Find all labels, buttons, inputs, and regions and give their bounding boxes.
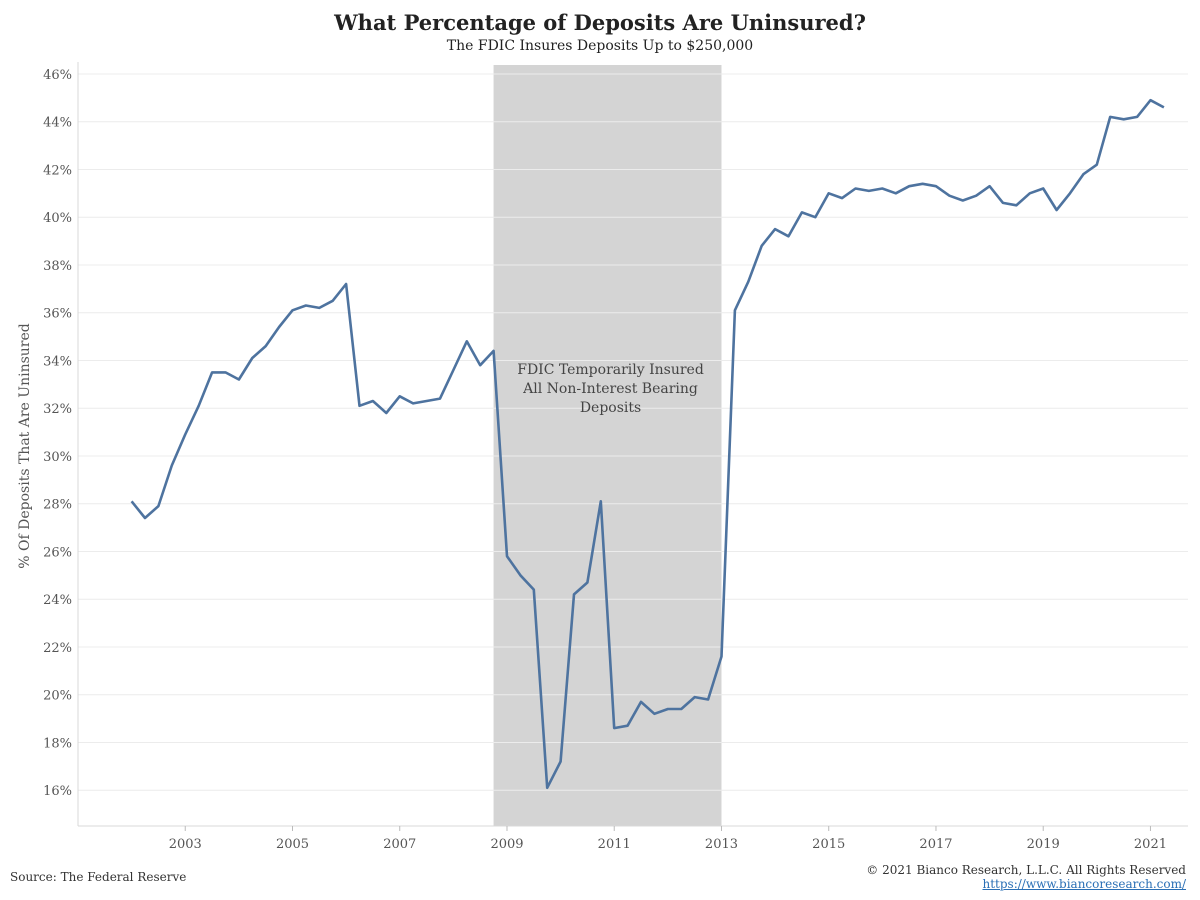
data-line xyxy=(130,98,1165,790)
y-tick-label: 20% xyxy=(43,689,72,704)
y-tick-label: 44% xyxy=(43,116,72,131)
y-tick-label: 28% xyxy=(43,498,72,513)
shaded-region-label: All Non-Interest Bearing xyxy=(522,381,698,397)
series-layer xyxy=(130,98,1165,790)
gridlines xyxy=(78,73,1188,791)
y-tick-label: 22% xyxy=(43,641,72,656)
y-axis-label: % Of Deposits That Are Uninsured xyxy=(17,323,33,568)
website-link[interactable]: https://www.biancoresearch.com/ xyxy=(982,877,1186,891)
shaded-region-label: Deposits xyxy=(580,400,641,416)
y-tick-label: 40% xyxy=(43,211,72,226)
y-tick-label: 46% xyxy=(43,68,72,83)
source-note: Source: The Federal Reserve xyxy=(10,870,187,884)
x-tick-label: 2013 xyxy=(705,837,738,852)
copyright-note: © 2021 Bianco Research, L.L.C. All Right… xyxy=(866,863,1186,877)
annotation-layer: FDIC Temporarily Insured All Non-Interest… xyxy=(517,362,704,416)
x-tick-label: 2007 xyxy=(383,837,416,852)
y-tick-label: 26% xyxy=(43,545,72,560)
shaded-region-layer xyxy=(493,65,722,826)
x-tick-label: 2017 xyxy=(919,837,952,852)
y-tick-label: 24% xyxy=(43,593,72,608)
y-tick-label: 36% xyxy=(43,307,72,322)
shaded-region xyxy=(493,65,722,826)
x-tick-label: 2003 xyxy=(169,837,202,852)
x-tick-label: 2009 xyxy=(490,837,523,852)
y-tick-label: 18% xyxy=(43,736,72,751)
x-tick-label: 2021 xyxy=(1134,837,1167,852)
axes: 16% 18% 20% 22% 24% 26% 28% 30% 32% 34% 36% 38% 40% 4… xyxy=(43,62,1188,852)
y-tick-label: 38% xyxy=(43,259,72,274)
y-tick-label: 42% xyxy=(43,163,72,178)
y-tick-label: 16% xyxy=(43,784,72,799)
x-tick-label: 2011 xyxy=(598,837,631,852)
x-tick-label: 2005 xyxy=(276,837,309,852)
chart-title: What Percentage of Deposits Are Uninsure… xyxy=(334,10,866,35)
chart-subtitle: The FDIC Insures Deposits Up to $250,000 xyxy=(446,38,754,54)
y-tick-label: 32% xyxy=(43,402,72,417)
shaded-region-label: FDIC Temporarily Insured xyxy=(517,362,704,378)
x-tick-label: 2019 xyxy=(1027,837,1060,852)
x-tick-label: 2015 xyxy=(812,837,845,852)
y-tick-label: 34% xyxy=(43,354,72,369)
y-tick-label: 30% xyxy=(43,450,72,465)
